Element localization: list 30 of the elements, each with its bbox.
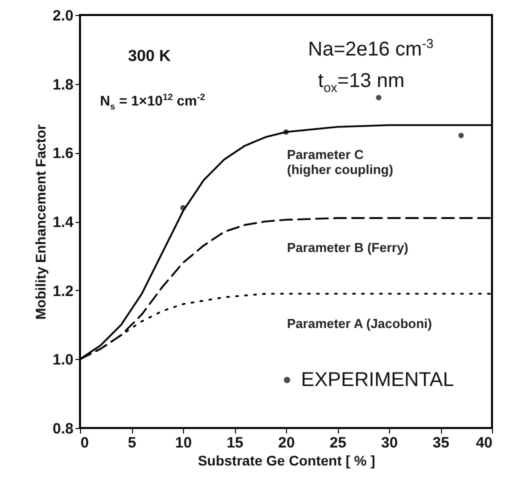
point <box>283 129 289 135</box>
y-tick-label: 1.2 <box>52 282 74 300</box>
x-tick-label: 20 <box>278 434 295 452</box>
point <box>458 132 464 138</box>
x-tick-label: 25 <box>330 434 346 452</box>
y-tick-label: 1.4 <box>52 214 74 231</box>
y-tick-label: 0.8 <box>52 420 74 438</box>
point <box>376 94 382 100</box>
y-tick-label: 1.8 <box>52 76 74 94</box>
y-tick-label: 1.6 <box>52 145 74 162</box>
x-tick-label: 40 <box>476 434 492 452</box>
y-tick-label: 2.0 <box>52 8 74 24</box>
series-label: Parameter C (higher coupling) <box>287 147 394 178</box>
annotation: N$_{s}$ = 1×10$^{12}$ cm$^{-2}$ <box>100 92 206 112</box>
y-axis-title: Mobility Enhancement Factor <box>32 124 49 320</box>
annotation: 300 K <box>128 48 171 66</box>
x-axis-title: Substrate Ge Content [ % ] <box>198 452 376 468</box>
x-tick-label: 30 <box>381 434 398 452</box>
y-tick-label: 1.0 <box>52 352 74 369</box>
x-tick-label: 15 <box>226 434 244 452</box>
series-label: Parameter A (Jacoboni) <box>287 316 432 331</box>
point <box>180 205 186 210</box>
x-tick-label: 5 <box>128 434 136 452</box>
annotation: Na=2e16 cm$^{-3}$ <box>308 36 434 62</box>
x-tick-label: 10 <box>175 434 192 452</box>
annotation: t$_{ox}$=13 nm <box>318 70 405 95</box>
legend-label: EXPERIMENTAL <box>301 369 454 391</box>
series-label: Parameter B (Ferry) <box>287 240 408 256</box>
x-tick-label: 0 <box>80 434 89 452</box>
x-tick-label: 35 <box>432 434 450 452</box>
